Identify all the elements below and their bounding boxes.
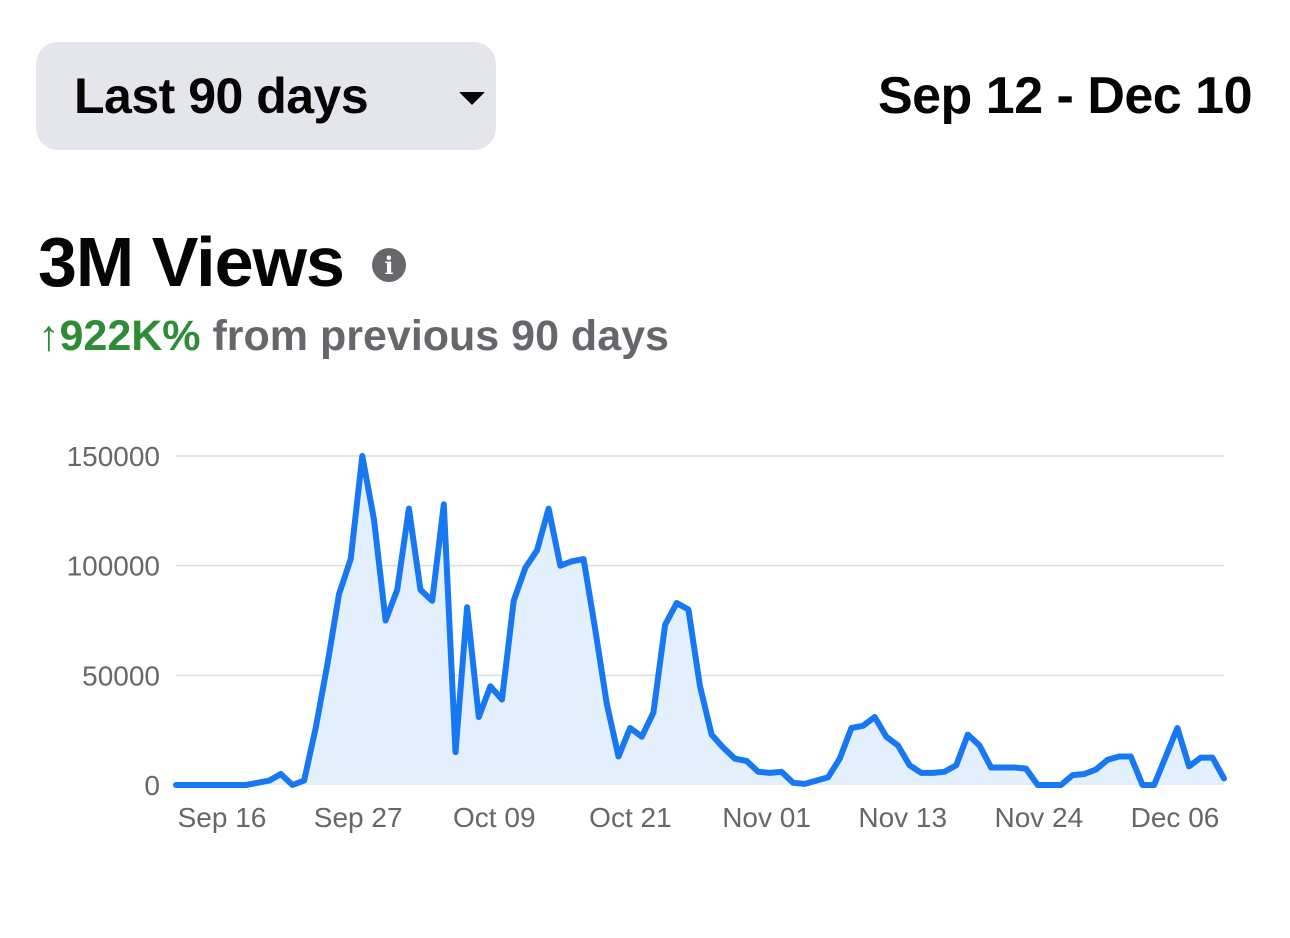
metric-title: 3M Views (38, 223, 345, 301)
change-value: ↑922K% (38, 312, 201, 360)
views-line (173, 453, 1227, 788)
x-tick-label: Oct 09 (453, 802, 535, 833)
x-tick-label: Nov 24 (994, 802, 1083, 833)
x-tick-label: Oct 21 (589, 802, 671, 833)
x-tick-label: Nov 13 (858, 802, 947, 833)
metric-header: 3M Views i (38, 222, 406, 302)
y-tick-label: 150000 (67, 441, 160, 472)
caret-down-icon (459, 92, 485, 105)
date-range-text: Sep 12 - Dec 10 (877, 67, 1253, 125)
change-text: from previous 90 days (212, 312, 669, 360)
x-tick-label: Dec 06 (1131, 802, 1220, 833)
y-axis-ticks: 0 50000 100000 150000 (67, 441, 160, 801)
area-layer (176, 456, 1224, 785)
views-area (176, 456, 1224, 785)
y-tick-label: 100000 (67, 551, 160, 582)
metric-change: ↑922K% from previous 90 days (38, 312, 669, 361)
line-layer (173, 453, 1227, 788)
x-axis-ticks: Sep 16 Sep 27 Oct 09 Oct 21 Nov 01 Nov 13 Nov … (178, 802, 1220, 833)
y-tick-label: 0 (144, 770, 160, 801)
views-chart: 0 50000 100000 150000 Sep 16 Sep 27 Oct 09 Oct… (67, 441, 1227, 833)
x-tick-label: Sep 27 (314, 802, 403, 833)
date-range-dropdown[interactable]: Last 90 days (36, 42, 496, 150)
y-tick-label: 50000 (82, 660, 160, 691)
info-icon[interactable]: i (371, 248, 406, 282)
x-tick-label: Nov 01 (722, 802, 811, 833)
x-tick-label: Sep 16 (178, 802, 267, 833)
date-range-dropdown-label: Last 90 days (74, 68, 369, 124)
